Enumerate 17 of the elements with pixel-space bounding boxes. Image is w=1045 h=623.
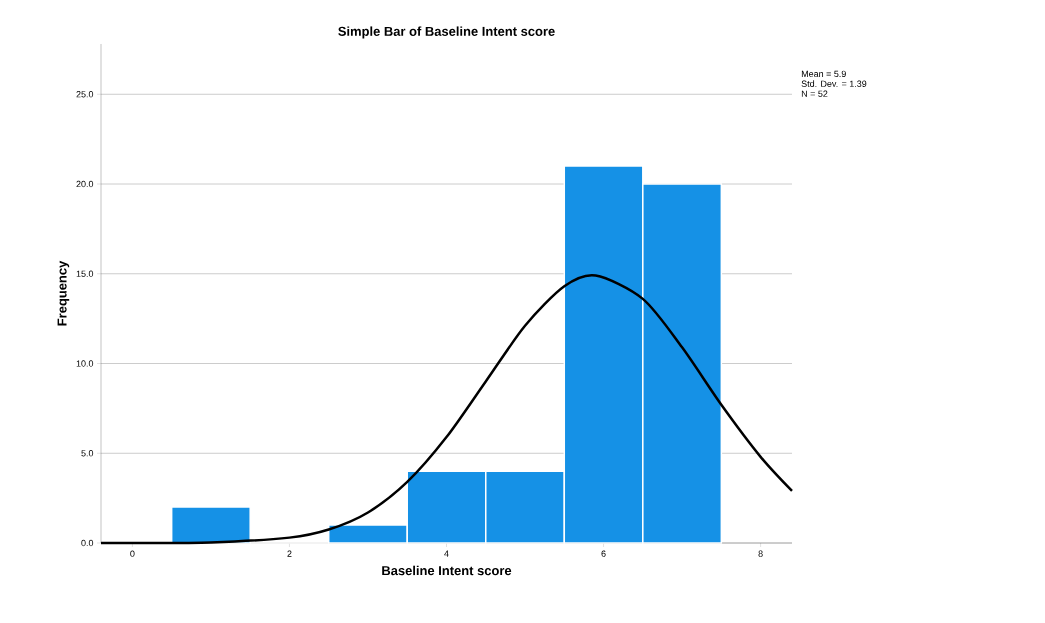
text: Mean = 5.9 — [801, 70, 846, 77]
y-tick-label: 25.0 — [76, 91, 94, 98]
y-tick-label: 10.0 — [76, 360, 94, 367]
x-tick-label: 0 — [130, 550, 135, 557]
y-tick-label: 15.0 — [76, 270, 94, 277]
x-tick-label: 6 — [601, 550, 606, 557]
y-tick-label: 5.0 — [81, 450, 94, 457]
y-axis-title: Frequency — [57, 260, 70, 326]
chart-title: Simple Bar of Baseline Intent score — [338, 26, 555, 39]
x-tick-label: 8 — [758, 550, 763, 557]
text: N = 52 — [801, 90, 828, 97]
x-axis-title: Baseline Intent score — [382, 565, 512, 576]
text: Std. Dev. = 1.39 — [801, 80, 867, 87]
x-tick-label: 2 — [287, 550, 292, 557]
y-tick-label: 20.0 — [76, 180, 94, 188]
y-tick-label: 0.0 — [81, 539, 94, 547]
x-tick-label: 4 — [444, 550, 449, 557]
